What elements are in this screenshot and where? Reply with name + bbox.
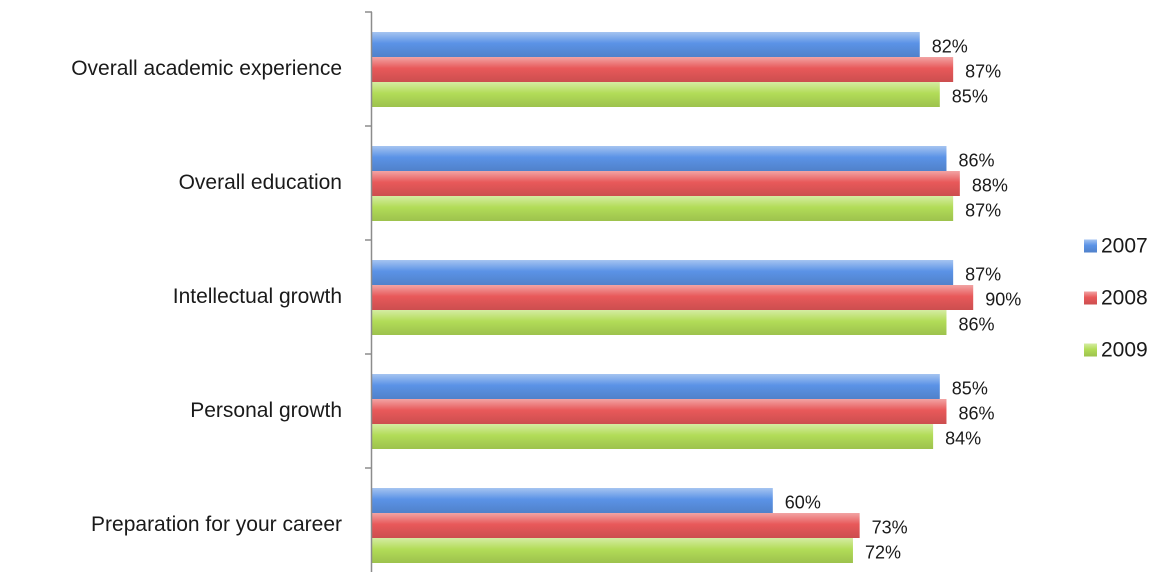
bar-2007-2 [372,146,947,171]
legend: 2007 2008 2009 [1084,235,1148,362]
category-label-1: Overall academic experience [71,57,342,80]
bar-2007-3 [372,260,954,285]
bar-2007-5 [372,488,773,513]
bar-2008-2 [372,171,960,196]
bar-2007-4 [372,374,940,399]
data-label-2008-5: 73% [872,517,908,537]
legend-label-2007: 2007 [1101,235,1148,258]
data-label-2007-2: 86% [958,150,994,170]
bar-2008-5 [372,513,860,538]
bars-layer [372,32,974,563]
legend-label-2009: 2009 [1101,339,1148,362]
labels-layer: 82% 87% 85% Overall academic experience 86% 8… [71,36,1021,562]
bar-2009-2 [372,196,954,221]
bar-2008-3 [372,285,974,310]
category-label-3: Intellectual growth [173,285,342,308]
bar-2009-3 [372,310,947,335]
bar-2009-1 [372,82,940,107]
legend-swatch-2008 [1084,291,1097,305]
data-label-2007-4: 85% [952,378,988,398]
bar-2008-4 [372,399,947,424]
data-label-2007-1: 82% [932,36,968,56]
data-label-2009-4: 84% [945,428,981,448]
data-label-2007-5: 60% [785,492,821,512]
data-label-2008-2: 88% [972,175,1008,195]
legend-swatch-2007 [1084,239,1097,253]
category-axis [365,11,373,572]
legend-swatch-2009 [1084,343,1097,357]
category-label-4: Personal growth [190,399,342,422]
data-label-2008-1: 87% [965,61,1001,81]
category-label-5: Preparation for your career [91,513,342,536]
data-label-2009-2: 87% [965,200,1001,220]
bar-2009-5 [372,538,853,563]
bar-2007-1 [372,32,920,57]
data-label-2009-5: 72% [865,542,901,562]
legend-label-2008: 2008 [1101,287,1148,310]
bar-2008-1 [372,57,954,82]
data-label-2007-3: 87% [965,264,1001,284]
data-label-2009-3: 86% [958,314,994,334]
bar-2009-4 [372,424,934,449]
data-label-2009-1: 85% [952,86,988,106]
category-label-2: Overall education [179,171,342,194]
data-label-2008-3: 90% [985,289,1021,309]
data-label-2008-4: 86% [958,403,994,423]
